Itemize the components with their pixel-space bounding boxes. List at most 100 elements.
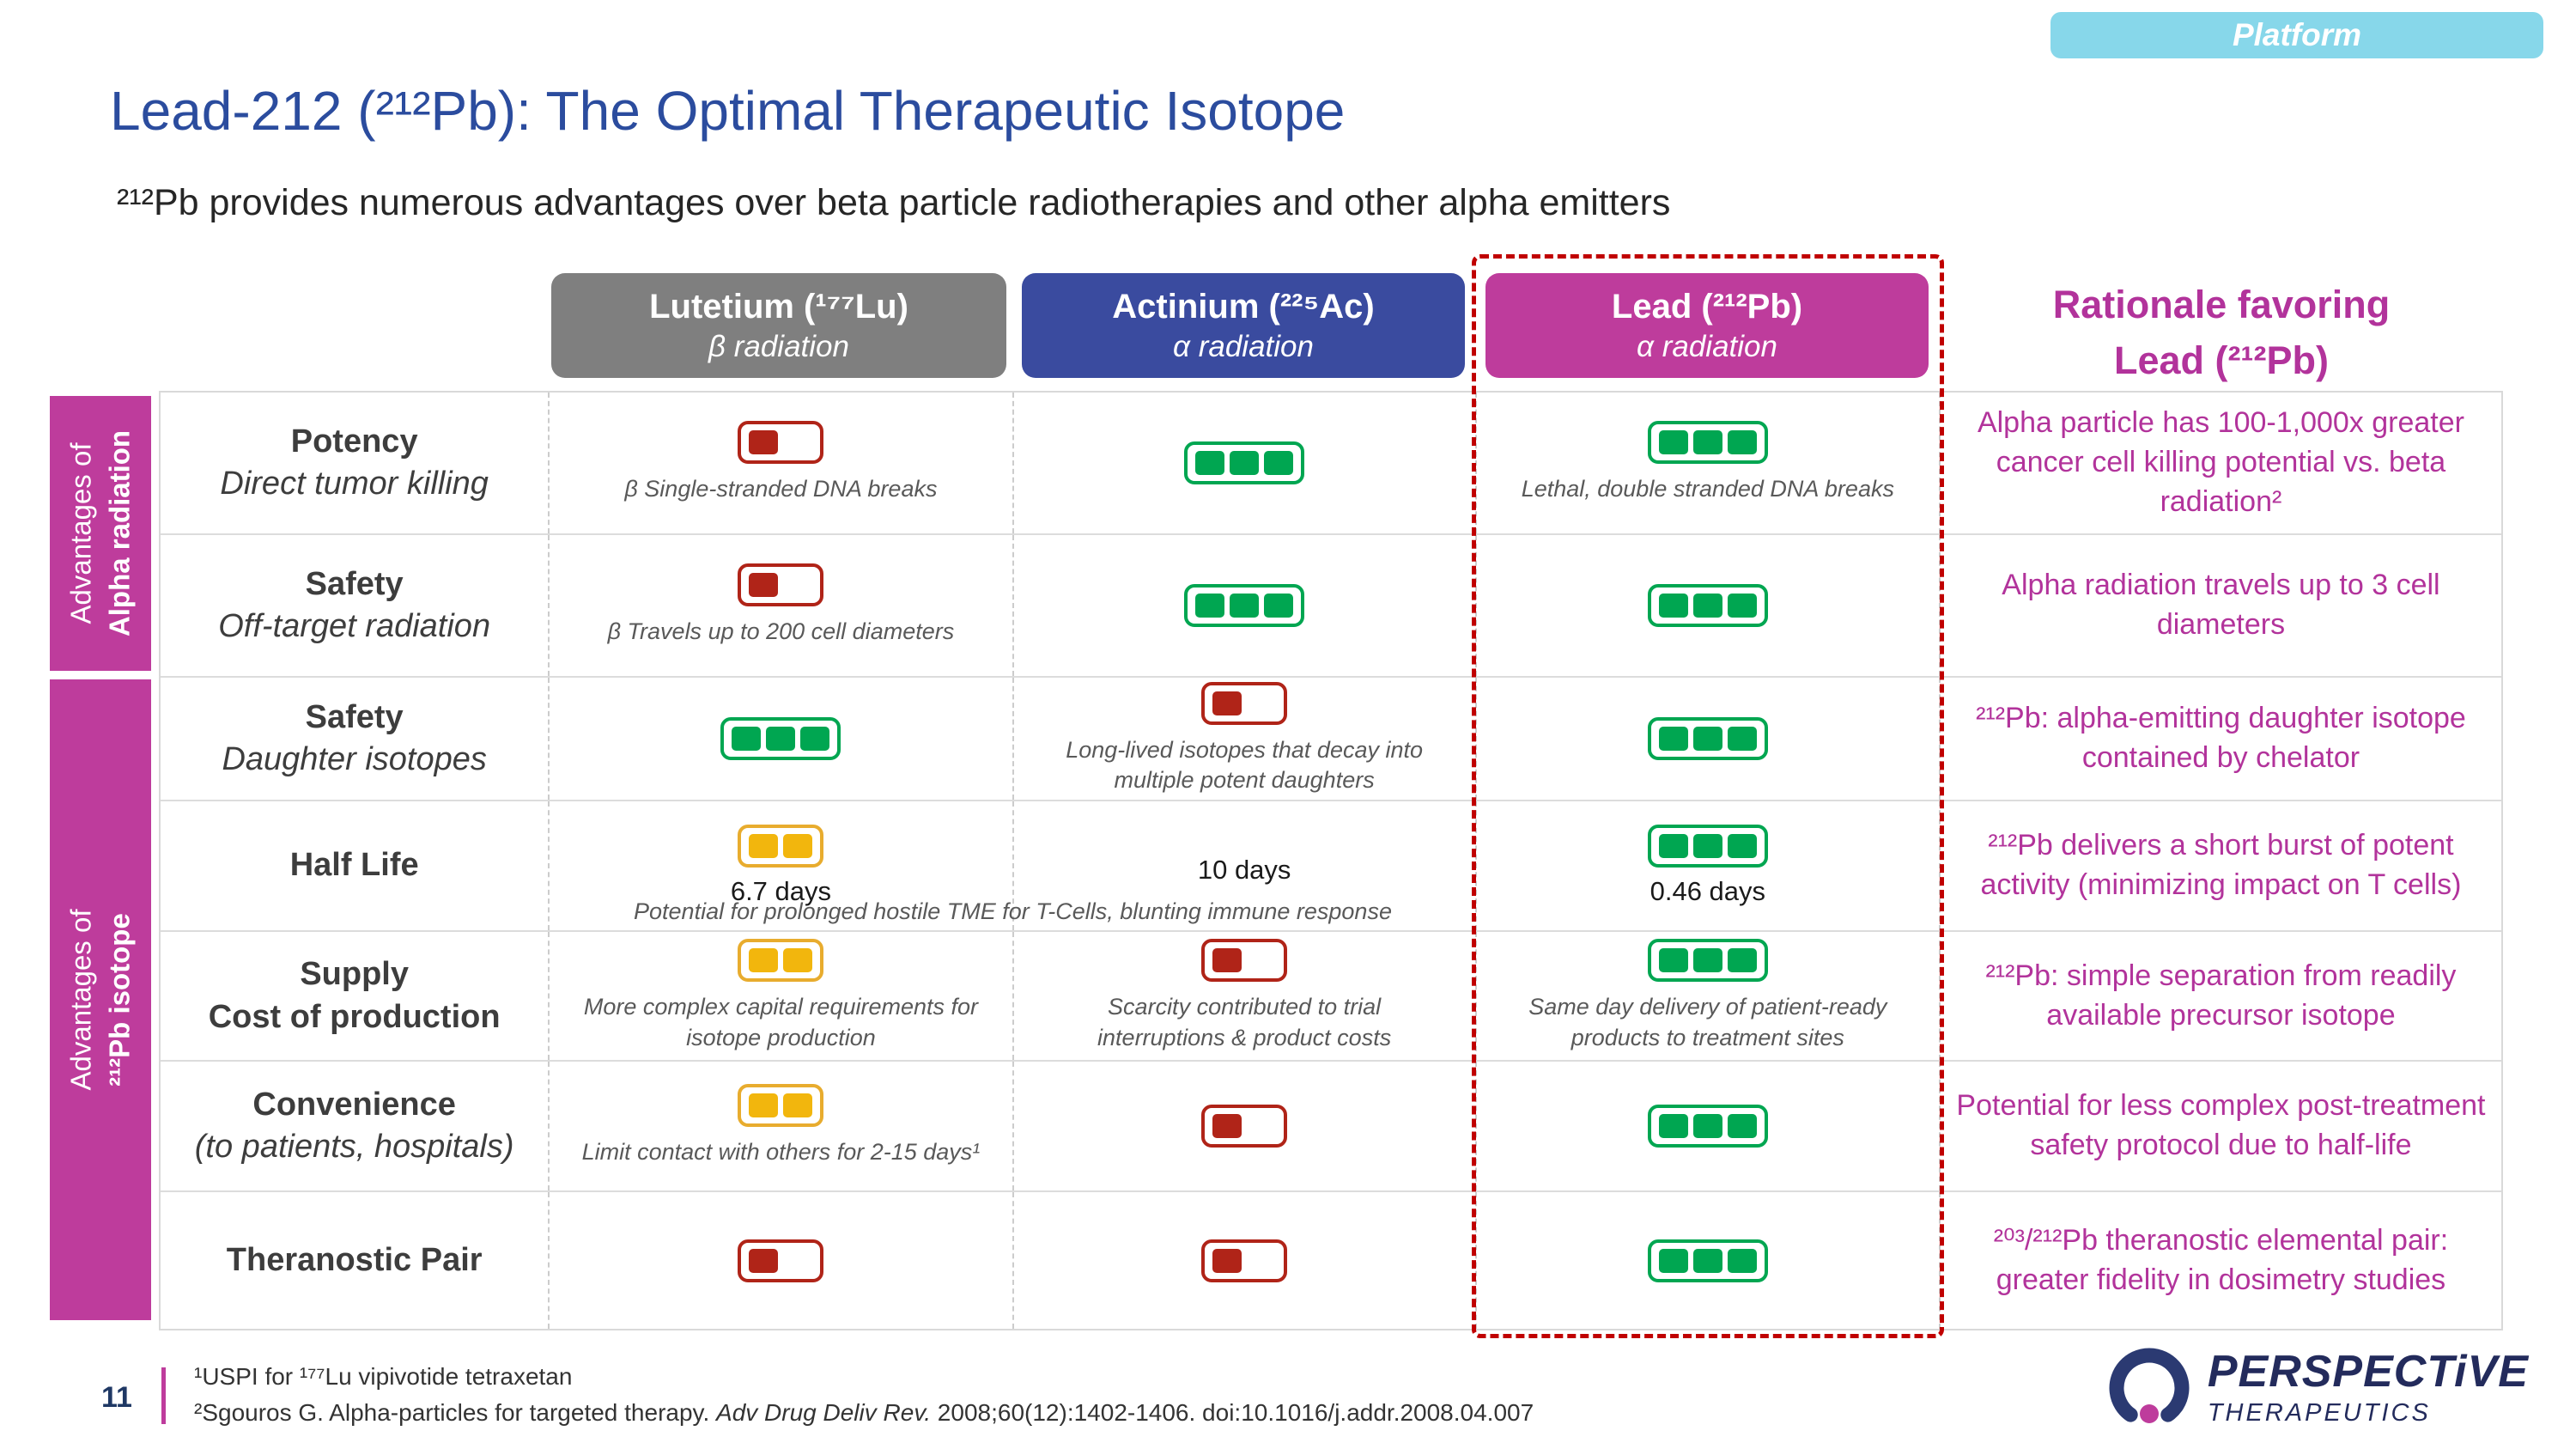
cell-actinium bbox=[1012, 393, 1475, 533]
column-name: Lead (²¹²Pb) bbox=[1611, 288, 1803, 326]
row-label-cell: Safety Off-target radiation bbox=[161, 535, 548, 676]
rationale-text: ²¹²Pb: alpha-emitting daughter isotope c… bbox=[1976, 702, 2466, 774]
footer-divider bbox=[161, 1367, 166, 1424]
rating-icon bbox=[738, 421, 824, 465]
cell-rationale: Potential for less complex post-treatmen… bbox=[1938, 1062, 2501, 1190]
rating-icon bbox=[1647, 717, 1768, 760]
rationale-header-line1: Rationale favoring bbox=[2052, 283, 2391, 326]
group-label-line1: Advantages of bbox=[64, 909, 97, 1091]
row-label-cell: Safety Daughter isotopes bbox=[161, 678, 548, 800]
table-row-theranostic-pair: Theranostic Pair ²⁰³/²¹²Pb theranostic e… bbox=[161, 1190, 2501, 1329]
rating-icon bbox=[1647, 421, 1768, 465]
rating-icon bbox=[1201, 939, 1288, 983]
cell-caption: Lethal, double stranded DNA breaks bbox=[1521, 476, 1894, 502]
rating-icon bbox=[1647, 1239, 1768, 1282]
table-row-potency: Potency Direct tumor killing β Single-st… bbox=[161, 393, 2501, 533]
cell-actinium: Scarcity contributed to trial interrupti… bbox=[1012, 932, 1475, 1060]
row-title: Safety bbox=[305, 565, 404, 602]
rating-icon bbox=[738, 825, 824, 868]
cell-caption: β Travels up to 200 cell diameters bbox=[607, 618, 955, 645]
page-number: 11 bbox=[101, 1381, 132, 1414]
cell-rationale: Alpha radiation travels up to 3 cell dia… bbox=[1938, 535, 2501, 676]
rating-icon bbox=[1201, 1239, 1288, 1282]
table-row-half-life: Half Life 6.7 days 10 days 0.46 days ²¹²… bbox=[161, 800, 2501, 930]
cell-rationale: ²⁰³/²¹²Pb theranostic elemental pair: gr… bbox=[1938, 1192, 2501, 1329]
row-subtitle: Daughter isotopes bbox=[222, 741, 487, 777]
half-life-span-caption: Potential for prolonged hostile TME for … bbox=[634, 898, 1392, 924]
page-subtitle: ²¹²Pb provides numerous advantages over … bbox=[117, 182, 1671, 223]
row-title: Half Life bbox=[289, 847, 419, 884]
row-subtitle: Direct tumor killing bbox=[220, 466, 489, 502]
cell-caption: Long-lived isotopes that decay into mult… bbox=[1066, 736, 1424, 793]
footnotes: ¹USPI for ¹⁷⁷Lu vipivotide tetraxetan ²S… bbox=[194, 1359, 1534, 1431]
column-radiation-type: α radiation bbox=[1173, 330, 1314, 364]
group-label-alpha-radiation: Advantages of Alpha radiation bbox=[50, 396, 151, 671]
row-subtitle: Cost of production bbox=[208, 998, 501, 1035]
page-title: Lead-212 (²¹²Pb): The Optimal Therapeuti… bbox=[110, 80, 1346, 142]
row-title: Supply bbox=[300, 956, 409, 993]
rating-icon bbox=[738, 563, 824, 607]
row-title: Safety bbox=[305, 698, 404, 735]
rating-icon bbox=[1184, 584, 1305, 627]
cell-actinium bbox=[1012, 1192, 1475, 1329]
row-label-cell: Convenience (to patients, hospitals) bbox=[161, 1062, 548, 1190]
table-row-safety-daughters: Safety Daughter isotopes Long-lived isot… bbox=[161, 676, 2501, 800]
half-life-value: 10 days bbox=[1197, 855, 1291, 885]
row-title: Potency bbox=[290, 423, 418, 460]
cell-caption: Same day delivery of patient-ready produ… bbox=[1528, 994, 1887, 1050]
logo-mark-icon bbox=[2109, 1348, 2190, 1423]
half-life-value: 6.7 days bbox=[730, 876, 832, 906]
rationale-text: ²¹²Pb: simple separation from readily av… bbox=[1985, 959, 2457, 1032]
cell-actinium bbox=[1012, 535, 1475, 676]
rationale-text: Potential for less complex post-treatmen… bbox=[1956, 1089, 2486, 1161]
cell-rationale: ²¹²Pb: simple separation from readily av… bbox=[1938, 932, 2501, 1060]
cell-rationale: ²¹²Pb delivers a short burst of potent a… bbox=[1938, 801, 2501, 930]
cell-actinium bbox=[1012, 1062, 1475, 1190]
row-label-cell: Potency Direct tumor killing bbox=[161, 393, 548, 533]
group-label-line2: ²¹²Pb isotope bbox=[103, 913, 135, 1087]
cell-actinium: Long-lived isotopes that decay into mult… bbox=[1012, 678, 1475, 800]
group-label-line1: Advantages of bbox=[64, 442, 97, 624]
group-label-line2: Alpha radiation bbox=[103, 429, 135, 637]
cell-caption: Scarcity contributed to trial interrupti… bbox=[1097, 994, 1392, 1050]
column-header-lead: Lead (²¹²Pb) α radiation bbox=[1485, 273, 1929, 378]
cell-actinium: 10 days bbox=[1012, 801, 1475, 930]
rating-icon bbox=[1201, 1105, 1288, 1148]
footnote-2: ²Sgouros G. Alpha-particles for targeted… bbox=[194, 1395, 1534, 1431]
column-radiation-type: β radiation bbox=[708, 330, 849, 364]
footnote-2-prefix: ²Sgouros G. Alpha-particles for targeted… bbox=[194, 1399, 717, 1426]
rationale-text: Alpha radiation travels up to 3 cell dia… bbox=[2002, 569, 2440, 641]
rationale-column-header: Rationale favoring Lead (²¹²Pb) bbox=[1940, 277, 2503, 389]
cell-caption: β Single-stranded DNA breaks bbox=[624, 476, 938, 502]
row-subtitle: (to patients, hospitals) bbox=[194, 1129, 514, 1165]
column-header-lutetium: Lutetium (¹⁷⁷Lu) β radiation bbox=[551, 273, 1006, 378]
cell-lutetium bbox=[548, 1192, 1012, 1329]
rating-icon bbox=[1647, 825, 1768, 868]
row-title: Theranostic Pair bbox=[226, 1241, 483, 1278]
platform-badge: Platform bbox=[2050, 12, 2543, 58]
cell-lutetium bbox=[548, 678, 1012, 800]
rating-icon bbox=[1647, 939, 1768, 983]
rating-icon bbox=[738, 939, 824, 983]
row-label-cell: Theranostic Pair bbox=[161, 1192, 548, 1329]
cell-lead: Same day delivery of patient-ready produ… bbox=[1474, 932, 1939, 1060]
rating-icon bbox=[738, 1239, 824, 1282]
column-header-actinium: Actinium (²²⁵Ac) α radiation bbox=[1022, 273, 1465, 378]
logo-subname: THERAPEUTICS bbox=[2207, 1398, 2431, 1427]
cell-caption: More complex capital requirements for is… bbox=[583, 994, 979, 1050]
company-logo: PERSPECTiVE THERAPEUTICS bbox=[2106, 1345, 2529, 1431]
row-title: Convenience bbox=[252, 1086, 456, 1123]
footnote-2-suffix: 2008;60(12):1402-1406. doi:10.1016/j.add… bbox=[931, 1399, 1534, 1426]
row-label-cell: Supply Cost of production bbox=[161, 932, 548, 1060]
cell-lead bbox=[1474, 678, 1939, 800]
row-label-cell: Half Life bbox=[161, 801, 548, 930]
cell-lead: 0.46 days bbox=[1474, 801, 1939, 930]
cell-lead bbox=[1474, 1192, 1939, 1329]
cell-lutetium: Limit contact with others for 2-15 days¹ bbox=[548, 1062, 1012, 1190]
logo-name: PERSPECTiVE bbox=[2207, 1346, 2529, 1397]
footnote-2-journal: Adv Drug Deliv Rev. bbox=[716, 1399, 932, 1426]
table-row-safety-offtarget: Safety Off-target radiation β Travels up… bbox=[161, 533, 2501, 676]
rationale-text: Alpha particle has 100-1,000x greater ca… bbox=[1977, 406, 2464, 518]
cell-caption: Limit contact with others for 2-15 days¹ bbox=[581, 1139, 981, 1166]
